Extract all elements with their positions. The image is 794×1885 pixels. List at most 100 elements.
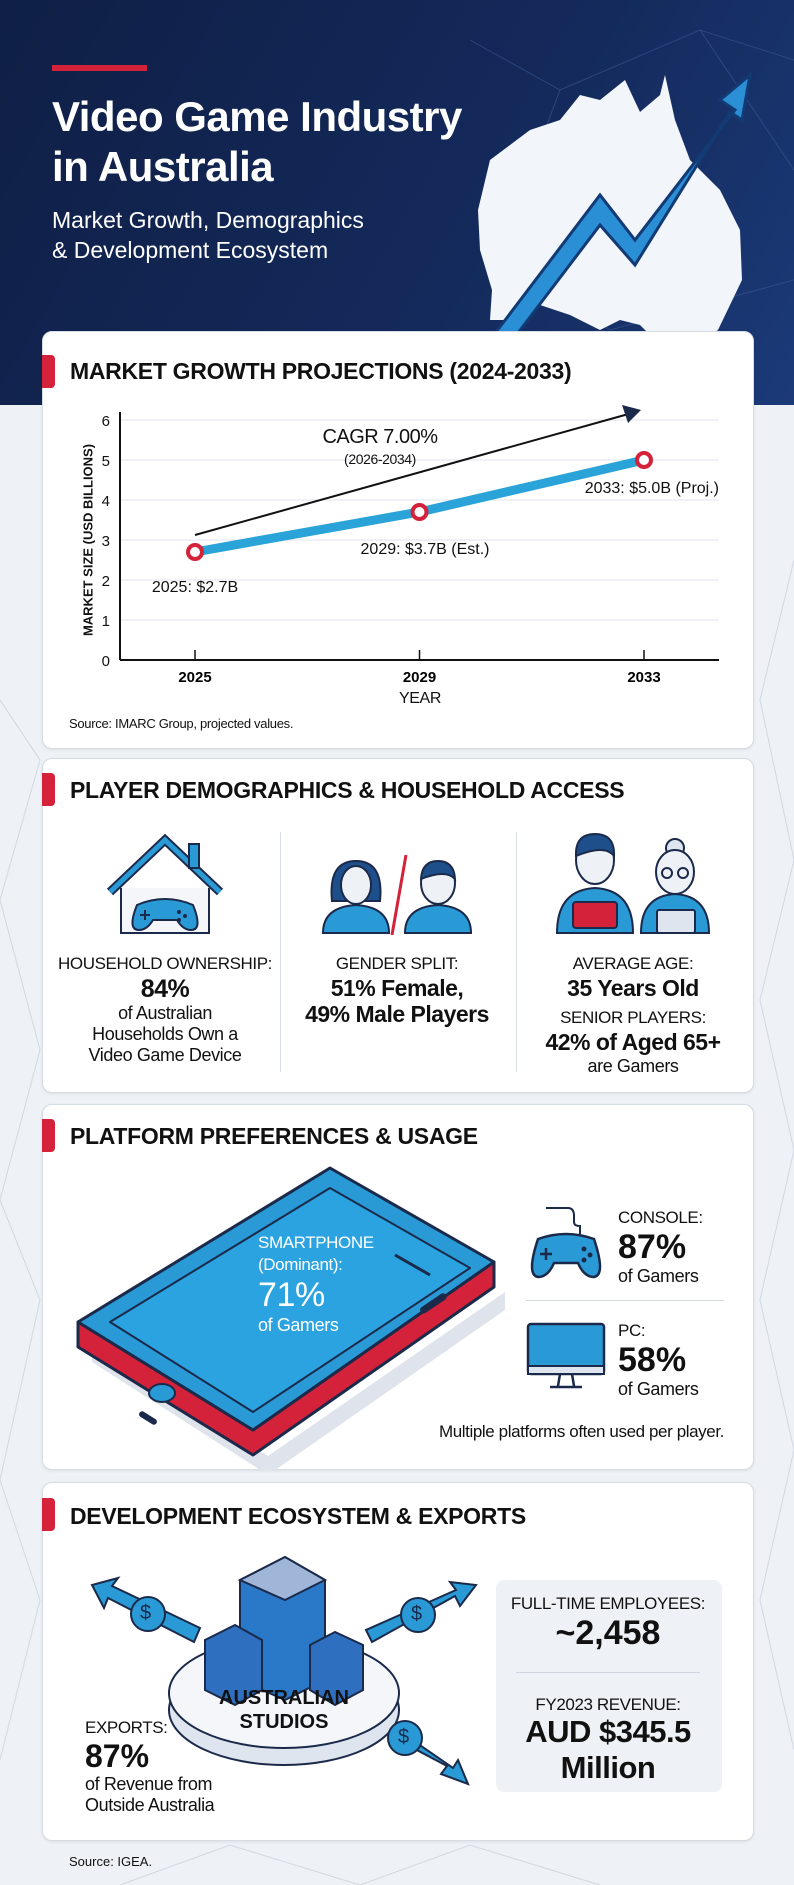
household-desc: of Australian [118, 1003, 212, 1023]
y-tick-label: 1 [102, 613, 110, 630]
section-marker [42, 355, 55, 388]
smartphone-stat: SMARTPHONE (Dominant): 71% of Gamers [258, 1232, 374, 1336]
platforms-section-title: PLATFORM PREFERENCES & USAGE [70, 1123, 478, 1149]
household-desc: Households Own a [92, 1024, 238, 1044]
pc-label: PC: [618, 1321, 646, 1340]
pc-stat: PC: 58% of Gamers [618, 1321, 699, 1400]
subtitle-line-2: & Development Ecosystem [52, 237, 329, 263]
pc-desc: of Gamers [618, 1379, 699, 1399]
market-source: Source: IMARC Group, projected values. [69, 716, 294, 731]
smartphone-icon [76, 1166, 505, 1470]
trend-arrow-head [622, 405, 641, 423]
smartphone-sublabel: (Dominant): [258, 1255, 343, 1274]
exports-value: 87% [85, 1738, 150, 1774]
household-ownership-label: HOUSEHOLD OWNERSHIP: [58, 954, 272, 973]
studios-label: AUSTRALIAN STUDIOS [219, 1686, 349, 1734]
y-tick-label: 5 [102, 453, 110, 470]
x-tick-label: 2033 [627, 669, 660, 686]
pc-value: 58% [618, 1341, 687, 1379]
employees-label: FULL-TIME EMPLOYEES: [510, 1594, 706, 1613]
household-desc: Video Game Device [88, 1045, 242, 1065]
console-value: 87% [618, 1228, 687, 1266]
x-tick-label: 2025 [178, 669, 211, 686]
cagr-label: CAGR 7.00% [322, 426, 438, 448]
male-icon [403, 859, 473, 934]
female-icon [321, 859, 391, 934]
senior-players-value: 42% of Aged 65+ [545, 1029, 721, 1055]
footer-source: Source: IGEA. [69, 1854, 153, 1869]
data-point [410, 503, 429, 521]
average-age-value: 35 Years Old [567, 975, 699, 1001]
smartphone-label: SMARTPHONE [258, 1233, 374, 1252]
senior-players-label: SENIOR PLAYERS: [560, 1008, 706, 1027]
stats-panel [496, 1580, 722, 1792]
trend-arrow [194, 412, 633, 536]
dollar-icon: $ [398, 1726, 410, 1748]
page-title: Video Game Industry in Australia [52, 92, 462, 192]
y-tick-label: 6 [102, 413, 110, 430]
page-subtitle: Market Growth, Demographics & Developmen… [52, 205, 364, 265]
y-tick-label: 4 [102, 493, 110, 510]
platforms-note: Multiple platforms often used per player… [438, 1422, 724, 1441]
accent-bar [52, 65, 147, 71]
console-stat: CONSOLE: 87% of Gamers [618, 1208, 703, 1287]
office-buildings-icon [204, 1555, 364, 1707]
smartphone-desc: of Gamers [258, 1315, 339, 1335]
dollar-icon: $ [140, 1602, 152, 1624]
section-marker [42, 1498, 55, 1531]
cagr-period: (2026-2034) [344, 451, 416, 467]
gender-split-icon [321, 855, 473, 935]
exports-label: EXPORTS: [85, 1718, 168, 1737]
market-growth-chart: 0 1 2 3 4 5 6 2025 2029 2033 2025: $2.7B 2029: $3.7… [102, 405, 719, 686]
gender-split-label: GENDER SPLIT: [335, 954, 459, 973]
demographics-section-title: PLAYER DEMOGRAPHICS & HOUSEHOLD ACCESS [70, 777, 625, 803]
senior-players-desc: are Gamers [587, 1056, 679, 1076]
hero-decoration [469, 29, 794, 395]
title-line-1: Video Game Industry [52, 93, 462, 140]
data-label: 2033: $5.0B (Proj.) [585, 480, 719, 497]
market-section-title: MARKET GROWTH PROJECTIONS (2024-2033) [70, 358, 572, 384]
studios-line-2: STUDIOS [239, 1711, 329, 1733]
subtitle-line-1: Market Growth, Demographics [52, 207, 364, 233]
revenue-value: AUD $345.5 Million [525, 1714, 691, 1786]
data-label: 2029: $3.7B (Est.) [361, 541, 490, 558]
smartphone-value: 71% [258, 1276, 325, 1314]
house-controller-icon [106, 833, 224, 934]
console-controller-icon [530, 1207, 602, 1279]
growth-arrow-icon [487, 71, 753, 353]
employees-value: ~2,458 [555, 1614, 661, 1652]
x-axis-label: YEAR [399, 690, 441, 707]
section-marker [42, 773, 55, 806]
gender-female-value: 51% Female, [330, 975, 464, 1001]
column-divider [516, 832, 517, 1072]
exports-desc: of Revenue from [85, 1774, 213, 1794]
dollar-icon: $ [411, 1603, 423, 1625]
exports-desc: Outside Australia [85, 1795, 215, 1815]
platform-divider [526, 1300, 724, 1301]
console-desc: of Gamers [618, 1266, 699, 1286]
revenue-unit: Million [560, 1750, 656, 1785]
adult-gamer-icon [555, 832, 635, 934]
household-ownership-value: 84% [140, 975, 190, 1003]
revenue-amount: AUD $345.5 [525, 1714, 691, 1749]
development-section-title: DEVELOPMENT ECOSYSTEM & EXPORTS [70, 1503, 526, 1529]
dollar-coin-icon [130, 1596, 436, 1756]
title-line-2: in Australia [52, 143, 274, 190]
column-divider [280, 832, 281, 1072]
data-point [635, 451, 653, 469]
y-tick-label: 3 [102, 533, 110, 550]
y-tick-label: 0 [102, 653, 110, 670]
pc-monitor-icon [526, 1322, 606, 1389]
gender-male-value: 49% Male Players [305, 1001, 489, 1027]
exports-stat: EXPORTS: 87% of Revenue from Outside Aus… [85, 1718, 215, 1816]
section-marker [42, 1119, 55, 1152]
divider-slash-icon [390, 855, 408, 935]
data-point [186, 543, 204, 561]
console-label: CONSOLE: [618, 1208, 703, 1227]
y-tick-label: 2 [102, 573, 110, 590]
stats-divider [516, 1672, 700, 1673]
revenue-label: FY2023 REVENUE: [535, 1695, 681, 1714]
y-axis-label: MARKET SIZE (USD BILLIONS) [80, 443, 96, 637]
studios-line-1: AUSTRALIAN [219, 1687, 349, 1709]
